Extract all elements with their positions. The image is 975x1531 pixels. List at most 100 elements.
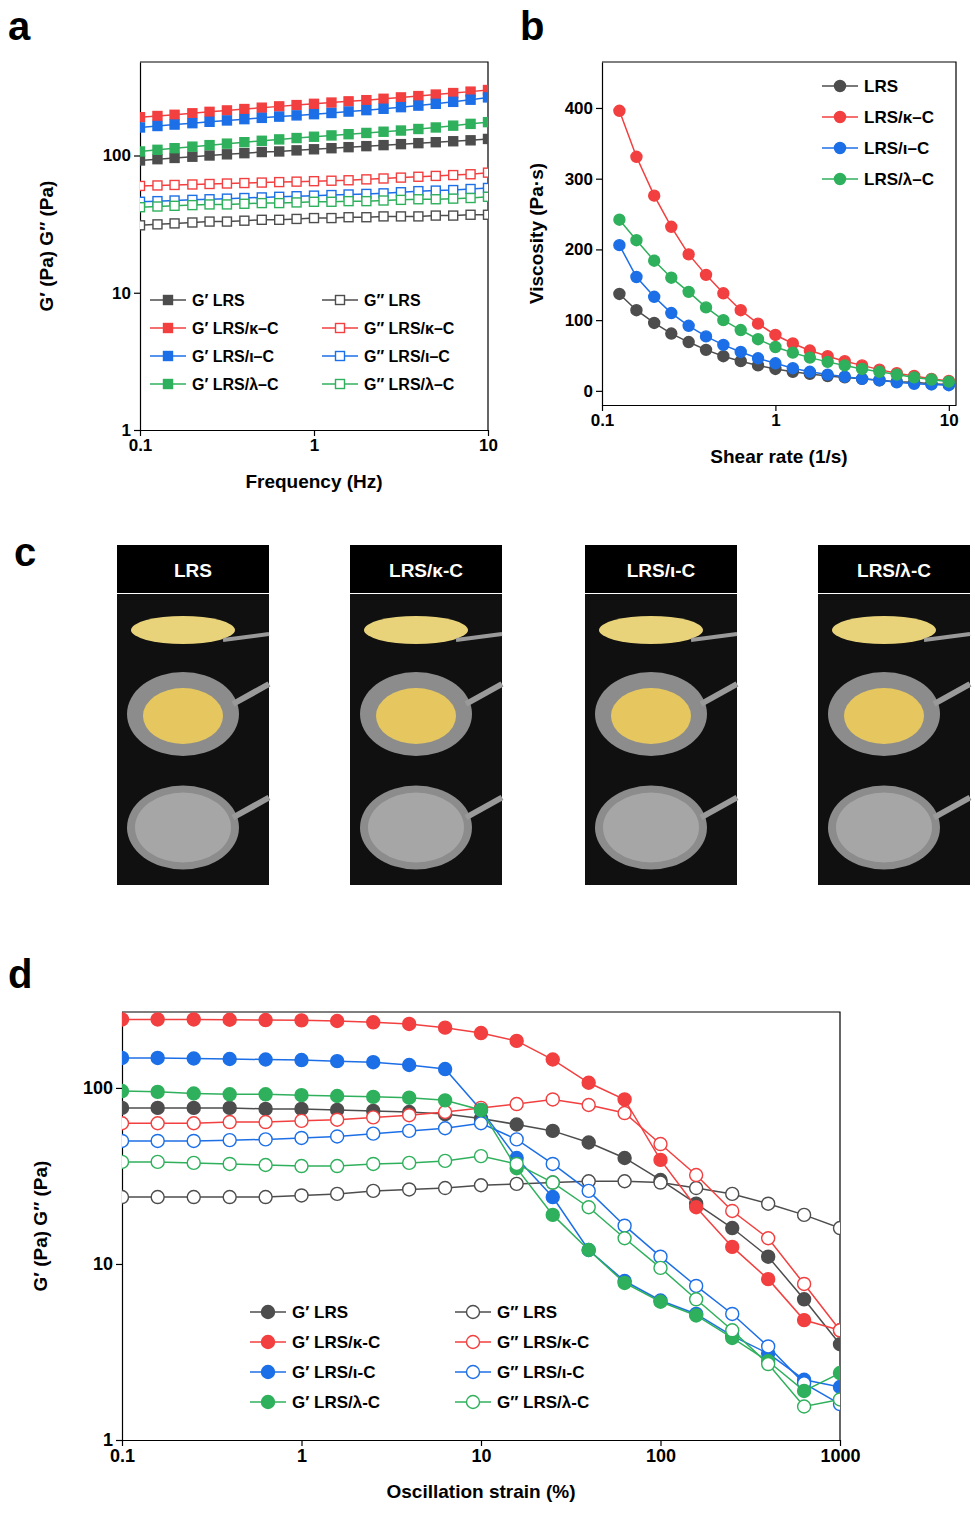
- data-point: [466, 136, 475, 145]
- data-point: [170, 120, 179, 129]
- legend-label: LRS/ι–C: [864, 139, 929, 158]
- data-point: [926, 374, 937, 385]
- data-point: [205, 107, 214, 116]
- data-point: [327, 98, 336, 107]
- photo-spoon: [691, 634, 737, 640]
- data-point: [484, 210, 489, 219]
- data-point: [439, 1021, 452, 1034]
- data-point: [140, 147, 145, 156]
- data-point: [153, 181, 162, 190]
- legend-marker: [467, 1396, 480, 1409]
- data-point: [295, 1014, 308, 1027]
- tick-mark: [116, 1088, 122, 1089]
- data-point: [484, 168, 489, 177]
- data-point: [331, 1055, 344, 1068]
- legend-marker: [467, 1336, 480, 1349]
- data-point: [344, 176, 353, 185]
- photo-spoon: [456, 634, 502, 640]
- data-point: [379, 141, 388, 150]
- data-point: [943, 375, 954, 386]
- legend-marker: [164, 324, 173, 333]
- data-point: [122, 1101, 129, 1114]
- data-point: [187, 1134, 200, 1147]
- photo-spoon: [924, 634, 970, 640]
- data-point: [510, 1034, 523, 1047]
- data-point: [798, 1384, 811, 1397]
- data-point: [582, 1244, 595, 1257]
- data-point: [582, 1201, 595, 1214]
- data-point: [926, 373, 937, 384]
- legend-label: G′ LRS/ι–C: [192, 348, 275, 365]
- data-point: [510, 1177, 523, 1190]
- data-point: [188, 142, 197, 151]
- frame: [122, 1012, 840, 1440]
- data-point: [475, 1027, 488, 1040]
- tick-mark: [134, 430, 140, 431]
- data-point: [344, 107, 353, 116]
- data-point: [834, 1381, 841, 1394]
- data-point: [798, 1293, 811, 1306]
- tick-label: 10: [93, 1254, 113, 1274]
- photo: [818, 770, 970, 885]
- panel: d0.11101001000110100Oscillation strain (…: [8, 952, 861, 1502]
- data-point: [379, 196, 388, 205]
- data-point: [753, 353, 764, 364]
- data-point: [449, 97, 458, 106]
- plot-area: [614, 105, 954, 390]
- data-point: [223, 1013, 236, 1026]
- data-point: [170, 180, 179, 189]
- tick-label: 0.1: [591, 411, 615, 430]
- data-point: [205, 179, 214, 188]
- data-point: [259, 1088, 272, 1101]
- legend-item: G″ LRS/λ-C: [455, 1393, 589, 1412]
- data-point: [466, 210, 475, 219]
- legend-item: G″ LRS: [455, 1303, 557, 1322]
- data-point: [362, 106, 371, 115]
- data-point: [582, 1098, 595, 1111]
- tick: 1: [771, 405, 780, 430]
- data-point: [205, 151, 214, 160]
- data-point: [510, 1157, 523, 1170]
- data-point: [259, 1053, 272, 1066]
- data-point: [122, 1085, 129, 1098]
- series-markers: [140, 210, 488, 230]
- data-point: [683, 337, 694, 348]
- tick: 0: [584, 382, 602, 401]
- x-axis-title: Shear rate (1/s): [710, 446, 847, 467]
- legend-label: G′ LRS: [192, 292, 245, 309]
- data-point: [834, 1222, 841, 1235]
- data-point: [205, 141, 214, 150]
- series-markers: [140, 86, 488, 122]
- data-point: [475, 1150, 488, 1163]
- data-point: [857, 363, 868, 374]
- data-point: [649, 190, 660, 201]
- data-point: [943, 376, 954, 387]
- data-point: [140, 123, 145, 132]
- tick-label: 1: [310, 436, 319, 455]
- legend-label: LRS/κ–C: [864, 108, 934, 127]
- tick-mark: [596, 391, 602, 392]
- data-point: [275, 178, 284, 187]
- legend-label: G″ LRS/ι-C: [497, 1363, 584, 1382]
- data-point: [770, 329, 781, 340]
- legend-label: G′ LRS/κ-C: [292, 1333, 380, 1352]
- data-point: [683, 249, 694, 260]
- series-markers: [140, 93, 488, 132]
- data-point: [804, 352, 815, 363]
- data-point: [223, 1157, 236, 1170]
- data-point: [666, 308, 677, 319]
- series-markers: [122, 1150, 840, 1413]
- data-point: [414, 195, 423, 204]
- data-point: [205, 217, 214, 226]
- data-point: [257, 148, 266, 157]
- legend-item: G″ LRS/κ–C: [322, 320, 455, 337]
- data-point: [275, 215, 284, 224]
- tick-label: 100: [83, 1078, 113, 1098]
- data-point: [484, 183, 489, 192]
- data-point: [153, 202, 162, 211]
- data-point: [223, 1101, 236, 1114]
- data-point: [327, 197, 336, 206]
- data-point: [122, 1051, 129, 1064]
- data-point: [726, 1187, 739, 1200]
- data-point: [654, 1261, 667, 1274]
